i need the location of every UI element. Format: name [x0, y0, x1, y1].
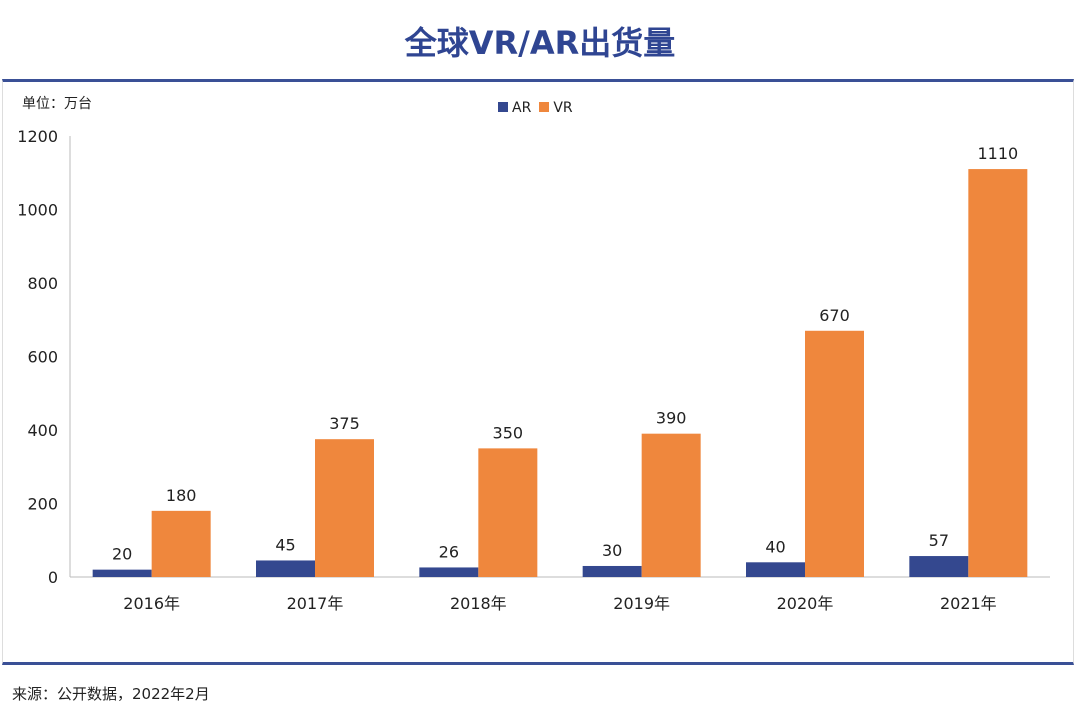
bar-ar — [256, 560, 315, 577]
bar-ar — [582, 565, 642, 577]
bar-ar — [909, 556, 969, 577]
bar-vr — [641, 433, 701, 577]
data-label-ar: 30 — [602, 541, 622, 560]
bar-vr — [478, 448, 538, 577]
data-label-ar: 57 — [929, 531, 949, 550]
legend: AR VR — [498, 100, 573, 116]
data-label-vr: 350 — [493, 423, 524, 442]
legend-item-ar: AR — [498, 100, 531, 116]
legend-label-ar: AR — [512, 100, 532, 116]
bar-vr — [805, 330, 864, 577]
data-label-ar: 26 — [439, 542, 459, 561]
data-label-vr: 180 — [166, 486, 197, 505]
data-label-vr: 670 — [819, 306, 850, 325]
y-tick-label: 1000 — [17, 201, 58, 220]
bar-vr — [151, 510, 211, 577]
bar-vr — [968, 169, 1028, 577]
bar-ar — [746, 562, 805, 577]
data-label-vr: 390 — [656, 409, 687, 428]
y-tick-label: 200 — [27, 495, 58, 514]
x-tick-label: 2020年 — [777, 594, 834, 613]
x-tick-label: 2016年 — [123, 594, 180, 613]
data-label-vr: 375 — [329, 414, 360, 433]
source-note: 来源：公开数据，2022年2月 — [12, 685, 210, 703]
unit-label: 单位：万台 — [22, 96, 92, 112]
data-label-ar: 20 — [112, 545, 132, 564]
bar-ar — [92, 569, 152, 577]
legend-label-vr: VR — [553, 100, 573, 116]
bar-vr — [315, 439, 374, 577]
bar-ar — [419, 567, 479, 577]
chart-panel — [2, 79, 1074, 665]
y-tick-label: 0 — [48, 568, 58, 587]
x-tick-label: 2018年 — [450, 594, 507, 613]
chart-title: 全球VR/AR出货量 — [404, 24, 676, 62]
data-label-ar: 45 — [275, 535, 295, 554]
x-tick-label: 2017年 — [287, 594, 344, 613]
y-tick-label: 400 — [27, 421, 58, 440]
y-tick-label: 1200 — [17, 127, 58, 146]
legend-swatch-vr — [539, 102, 550, 112]
x-tick-label: 2021年 — [940, 594, 997, 613]
x-tick-label: 2019年 — [613, 594, 670, 613]
data-label-vr: 1110 — [977, 144, 1018, 163]
legend-swatch-ar — [498, 102, 508, 112]
data-label-ar: 40 — [765, 537, 785, 556]
y-tick-label: 600 — [27, 348, 58, 367]
legend-item-vr: VR — [539, 100, 573, 116]
y-tick-label: 800 — [27, 274, 58, 293]
